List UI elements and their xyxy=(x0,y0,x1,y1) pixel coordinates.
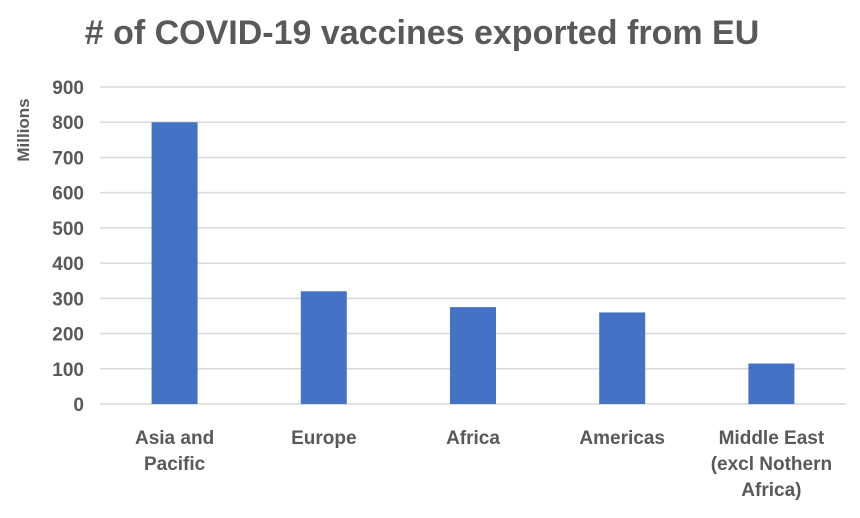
y-tick-label: 0 xyxy=(73,395,84,416)
category-label: Pacific xyxy=(144,454,206,475)
y-tick-label: 700 xyxy=(52,148,84,169)
y-tick-label: 900 xyxy=(52,78,84,99)
bar xyxy=(151,122,198,404)
category-label: Europe xyxy=(291,428,356,449)
y-tick-label: 100 xyxy=(52,360,84,381)
x-axis-categories: Asia and Pacific Europe Africa Americas Middl… xyxy=(135,428,832,501)
y-tick-label: 300 xyxy=(52,289,84,310)
category-label: Africa xyxy=(446,428,500,449)
y-tick-label: 200 xyxy=(52,325,84,346)
category-label: Africa) xyxy=(741,480,801,501)
category-label: Americas xyxy=(579,428,665,449)
bar xyxy=(300,291,347,404)
category-label: (excl Nothern xyxy=(711,454,832,475)
gridlines xyxy=(100,86,846,405)
y-tick-label: 800 xyxy=(52,113,84,134)
y-axis-label: Millions xyxy=(14,98,33,161)
y-tick-label: 400 xyxy=(52,254,84,275)
bar xyxy=(450,307,496,404)
category-label: Middle East xyxy=(719,428,825,449)
y-tick-label: 500 xyxy=(52,219,84,240)
chart-title: # of COVID-19 vaccines exported from EU xyxy=(85,14,760,52)
category-label: Asia and xyxy=(135,428,214,449)
bar xyxy=(599,312,646,404)
y-tick-label: 600 xyxy=(52,184,84,205)
bars xyxy=(151,122,795,404)
y-axis-ticks: 0 100 200 300 400 500 600 700 800 900 xyxy=(52,78,84,416)
bar xyxy=(748,363,795,404)
